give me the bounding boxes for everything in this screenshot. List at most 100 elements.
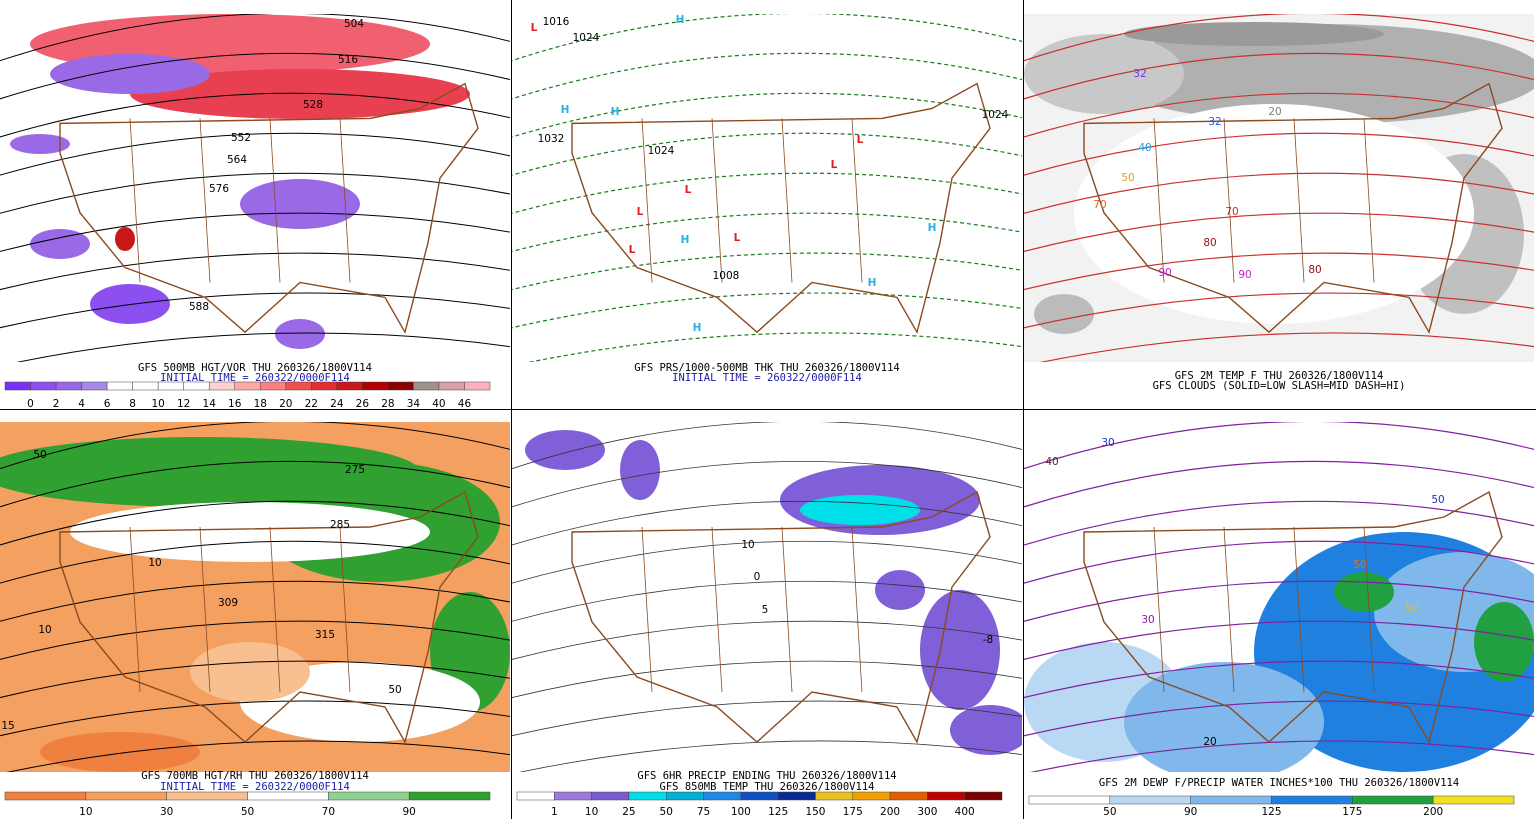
colorbar-swatch <box>740 791 779 801</box>
colorbar-label: 8 <box>129 398 136 410</box>
colorbar-swatch <box>208 381 235 391</box>
country-border <box>59 490 479 744</box>
colorbar-label: 70 <box>322 806 335 818</box>
state-border <box>269 118 281 283</box>
map-label: 1032 <box>538 133 565 145</box>
colorbar-label: 150 <box>805 806 825 818</box>
colorbar-swatch <box>703 791 742 801</box>
colorbar-label: 100 <box>731 806 751 818</box>
colorbar-swatch <box>554 791 592 801</box>
map-label: 1024 <box>648 145 675 157</box>
shaded-area <box>30 229 90 259</box>
caption: GFS 850MB TEMP THU 260326/1800V114 <box>660 781 875 793</box>
colorbar-label: 200 <box>880 806 900 818</box>
map-label: 90 <box>1158 267 1171 279</box>
contour <box>512 212 1022 253</box>
colorbar-swatch <box>815 791 854 801</box>
colorbar-swatch <box>157 381 184 391</box>
state-border <box>1153 526 1165 693</box>
state-border <box>1293 526 1305 693</box>
shaded-area <box>190 642 310 702</box>
caption: INITIAL TIME = 260322/0000F114 <box>160 372 350 384</box>
colorbar-swatch <box>591 791 630 801</box>
colorbar-label: 25 <box>622 806 635 818</box>
colorbar-swatch <box>362 381 389 391</box>
colorbar-swatch <box>852 791 891 801</box>
colorbar-swatch <box>1190 795 1272 805</box>
map-label: 309 <box>218 597 238 609</box>
state-border <box>711 118 723 283</box>
map-label: H <box>681 234 690 246</box>
contour <box>0 172 510 214</box>
colorbar-swatch <box>336 381 363 391</box>
contour <box>1024 212 1534 253</box>
map-label: 20 <box>1203 736 1216 748</box>
map-panel: 504 516 528 552 564 576 588 GFS 500MB HGT/VOR T… <box>0 14 510 410</box>
colorbar-swatch <box>285 381 312 391</box>
map-label: 70 <box>1093 199 1106 211</box>
shaded-area <box>1124 22 1384 46</box>
colorbar-label: 175 <box>843 806 863 818</box>
contour <box>512 252 1022 291</box>
colorbar-swatch <box>889 791 928 801</box>
colorbar-label: 50 <box>660 806 673 818</box>
state-border <box>129 526 141 693</box>
state-border <box>339 118 351 283</box>
colorbar-swatch <box>408 791 491 801</box>
map-label: 275 <box>345 464 365 476</box>
colorbar-label: 6 <box>104 398 111 410</box>
colorbar-label: 90 <box>1184 806 1197 818</box>
map-label: -8 <box>983 634 993 646</box>
state-border <box>641 526 653 693</box>
contour <box>1024 500 1534 546</box>
colorbar-swatch <box>1109 795 1191 805</box>
map-label: 10 <box>148 557 161 569</box>
colorbar-label: 2 <box>53 398 60 410</box>
map-label: 552 <box>231 132 251 144</box>
shaded-area <box>240 179 360 229</box>
contour <box>0 422 510 470</box>
contour <box>0 92 510 138</box>
colorbar-swatch <box>927 791 965 801</box>
shaded-area <box>800 495 920 525</box>
map: 504 516 528 552 564 576 588 <box>0 14 510 362</box>
colorbar-label: 50 <box>241 806 254 818</box>
colorbar-swatch <box>311 381 338 391</box>
colorbar-swatch <box>30 381 57 391</box>
map-label: 32 <box>1208 116 1221 128</box>
map-label: 1024 <box>573 32 600 44</box>
contour <box>518 740 1022 772</box>
colorbar-swatch <box>1352 795 1434 805</box>
caption: INITIAL TIME = 260322/0000F114 <box>160 781 350 793</box>
colorbar-label: 400 <box>955 806 975 818</box>
colorbar-label: 0 <box>27 398 34 410</box>
map-label: 516 <box>338 54 358 66</box>
colorbar-swatch <box>387 381 414 391</box>
colorbar-swatch <box>413 381 440 391</box>
contour <box>0 540 510 584</box>
map-bg <box>512 14 1022 362</box>
colorbar-label: 1 <box>551 806 558 818</box>
contour <box>512 14 1022 62</box>
contour <box>512 92 1022 138</box>
shaded-area <box>115 227 135 251</box>
contour <box>16 332 510 362</box>
map-panel: 32 32 40 50 70 70 80 80 90 90 20 GFS 2M TEMP F THU … <box>1024 14 1534 392</box>
contour <box>512 700 1022 737</box>
colorbar-swatch <box>1271 795 1353 805</box>
state-border <box>1293 118 1305 283</box>
contour <box>1024 172 1534 214</box>
contour <box>1039 332 1534 362</box>
contour <box>512 580 1022 622</box>
map-label: 1016 <box>543 16 570 28</box>
contour <box>0 460 510 508</box>
map-label: 504 <box>344 18 364 30</box>
colorbar-label: 300 <box>917 806 937 818</box>
map-panel: 30 40 50 50 50 20 30 GFS 2M DEWP F/PRECIP WATER… <box>1024 422 1534 818</box>
map-label: 50 <box>33 449 46 461</box>
map-label: 90 <box>1238 269 1251 281</box>
contour <box>6 740 510 772</box>
map: 30 40 50 50 50 20 30 <box>1024 422 1534 772</box>
caption: GFS 2M DEWP F/PRECIP WATER INCHES*100 TH… <box>1099 777 1459 789</box>
map-label: 20 <box>1268 106 1281 118</box>
